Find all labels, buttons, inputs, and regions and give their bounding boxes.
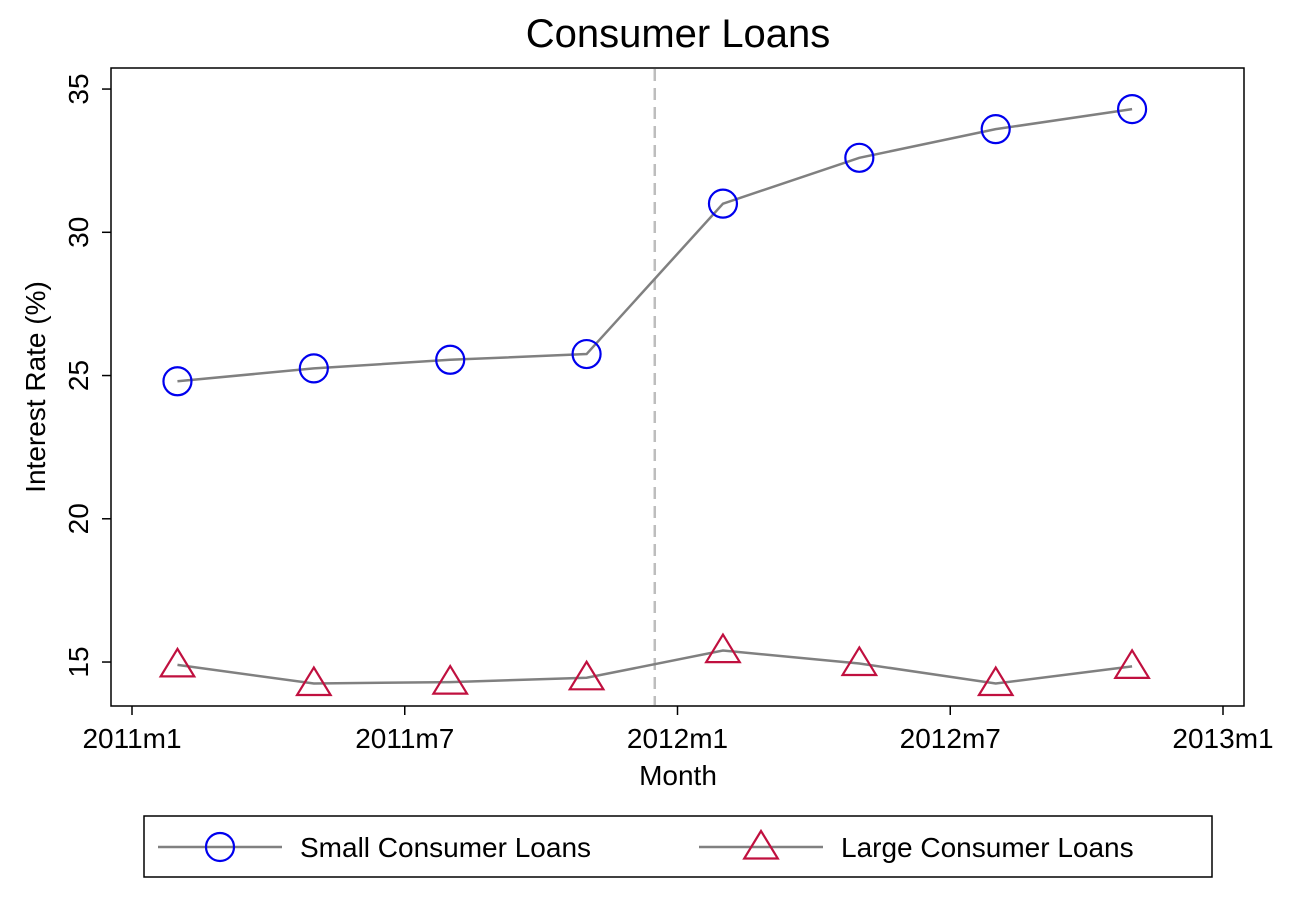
y-tick-label: 20 — [63, 503, 94, 534]
legend-marker — [742, 828, 780, 860]
data-point — [435, 344, 466, 375]
y-tick-label: 35 — [63, 73, 94, 104]
x-tick-label: 2013m1 — [1172, 723, 1273, 754]
axes: 2011m1 2011m7 2012m1 2012m7 2013m1 15 20 25 30 35 — [63, 73, 1274, 754]
series-line — [177, 107, 1133, 383]
x-axis-label: Month — [639, 760, 717, 791]
data-point — [844, 142, 875, 173]
x-tick-label: 2011m1 — [82, 723, 181, 754]
data-point — [976, 665, 1015, 697]
x-tick-label: 2011m7 — [355, 723, 454, 754]
y-tick-label: 15 — [63, 646, 94, 677]
x-tick-label: 2012m7 — [900, 723, 1001, 754]
legend-box — [143, 815, 1213, 878]
data-point — [840, 645, 879, 677]
plot-area — [110, 67, 1245, 707]
legend-entries: Small Consumer Loans Large Consumer Loans — [158, 828, 1134, 863]
data-point — [431, 663, 469, 695]
y-tick-label: 25 — [63, 360, 94, 391]
y-tick-label: 30 — [63, 217, 94, 248]
legend-entry: Small Consumer Loans — [158, 831, 591, 863]
data-point — [704, 632, 742, 664]
chart-title: Consumer Loans — [526, 12, 831, 56]
series-1 — [162, 94, 1148, 397]
data-point — [295, 665, 333, 697]
y-axis-label: Interest Rate (%) — [20, 281, 51, 493]
data-point — [158, 646, 197, 678]
series-line — [177, 649, 1133, 685]
data-point — [162, 366, 193, 397]
series-layer — [158, 94, 1151, 697]
legend-entry: Large Consumer Loans — [699, 828, 1134, 863]
data-point — [567, 659, 606, 691]
x-tick-label: 2012m1 — [627, 723, 728, 754]
data-point — [980, 114, 1011, 145]
legend: Small Consumer Loans Large Consumer Loans — [143, 815, 1213, 878]
data-point — [298, 353, 329, 384]
data-point — [1116, 94, 1148, 125]
data-point — [1113, 648, 1151, 679]
legend-marker — [204, 831, 236, 863]
series-2 — [158, 632, 1151, 697]
data-point — [571, 338, 602, 370]
legend-label: Large Consumer Loans — [841, 832, 1134, 863]
legend-label: Small Consumer Loans — [300, 832, 591, 863]
data-point — [707, 188, 739, 219]
